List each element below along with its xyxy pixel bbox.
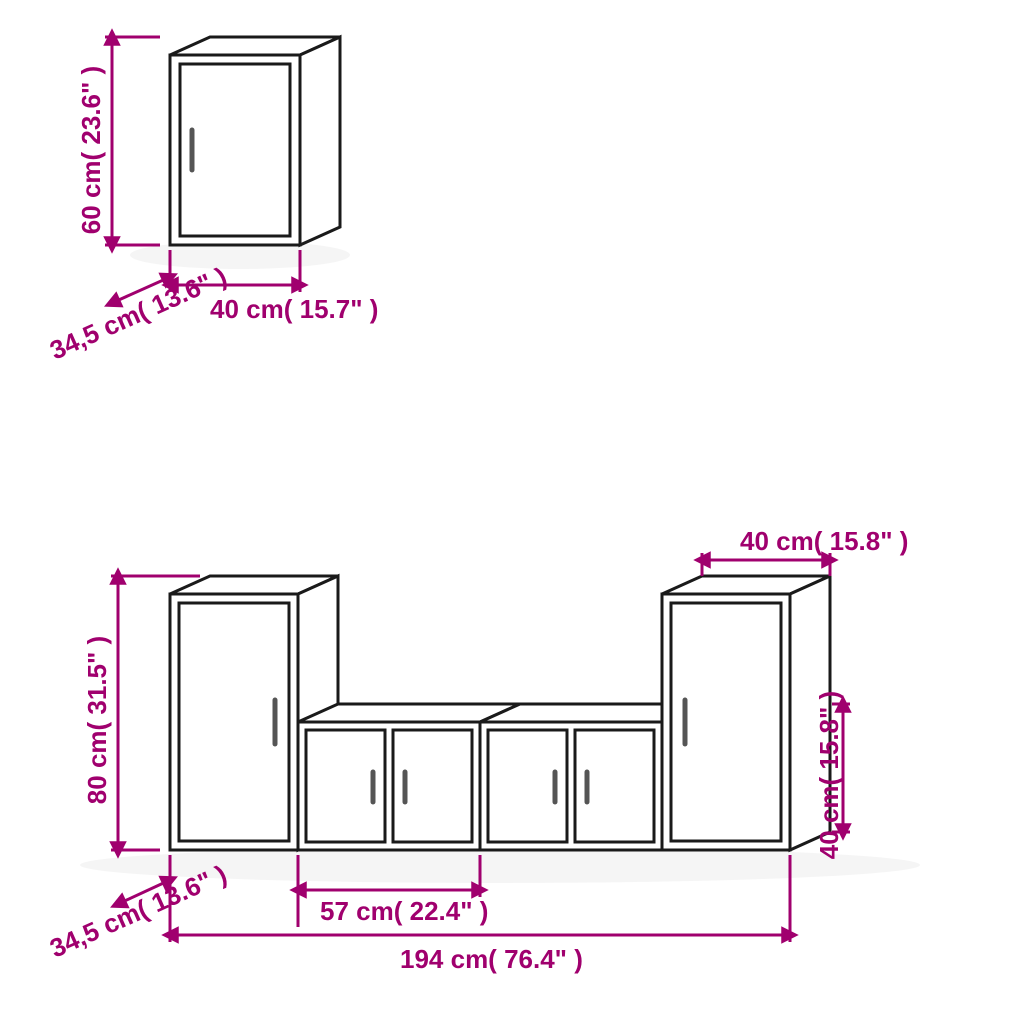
bottom-unit: 80 cm( 31.5" ) 34,5 cm( 13.6" ) 57 cm( 2… (45, 526, 920, 974)
dim-width-57: 57 cm( 22.4" ) (320, 896, 488, 926)
dim-height-80: 80 cm( 31.5" ) (82, 636, 112, 804)
dimension-diagram: 60 cm( 23.6" ) 40 cm( 15.7" ) 34,5 cm( 1… (0, 0, 1024, 1024)
right-tall-cabinet (662, 576, 830, 850)
dim-depth-345-top: 34,5 cm( 13.6" ) (45, 261, 231, 366)
dim-height-40: 40 cm( 15.8" ) (814, 691, 844, 859)
dim-width-194: 194 cm( 76.4" ) (400, 944, 583, 974)
dim-width-40-right: 40 cm( 15.8" ) (740, 526, 908, 556)
dim-height-60: 60 cm( 23.6" ) (76, 66, 106, 234)
dim-width-40: 40 cm( 15.7" ) (210, 294, 378, 324)
dim-depth-345-bottom: 34,5 cm( 13.6" ) (45, 859, 231, 964)
top-cabinet: 60 cm( 23.6" ) 40 cm( 15.7" ) 34,5 cm( 1… (45, 37, 378, 365)
